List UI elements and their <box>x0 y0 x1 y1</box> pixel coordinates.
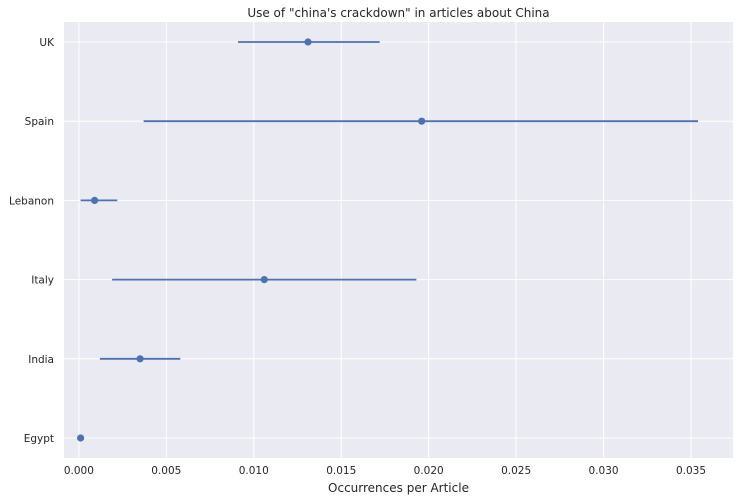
x-tick-label: 0.035 <box>676 465 706 477</box>
mark-layer <box>77 38 699 442</box>
plot-area <box>64 22 733 458</box>
y-tick-label: Spain <box>25 116 54 128</box>
label-layer: 0.000 0.005 0.010 0.015 0.020 0.025 0.030 0.035… <box>9 37 706 477</box>
x-tick-label: 0.010 <box>239 465 269 477</box>
x-tick-label: 0.015 <box>326 465 356 477</box>
x-tick-label: 0.005 <box>151 465 181 477</box>
data-point <box>260 276 268 284</box>
x-tick-label: 0.000 <box>64 465 94 477</box>
x-tick-label: 0.030 <box>589 465 619 477</box>
y-tick-label: Lebanon <box>9 195 54 207</box>
data-point <box>418 117 426 125</box>
data-point <box>77 434 85 442</box>
x-tick-label: 0.020 <box>414 465 444 477</box>
x-tick-label: 0.025 <box>501 465 531 477</box>
x-axis-title: Occurrences per Article <box>328 481 469 495</box>
y-tick-label: Egypt <box>24 433 54 445</box>
data-point <box>91 196 99 204</box>
y-tick-label: India <box>28 354 54 366</box>
y-tick-label: UK <box>39 37 55 49</box>
chart-title: Use of "china's crackdown" in articles a… <box>247 6 549 20</box>
data-point <box>304 38 312 46</box>
data-point <box>136 355 144 363</box>
y-tick-label: Italy <box>31 275 54 287</box>
